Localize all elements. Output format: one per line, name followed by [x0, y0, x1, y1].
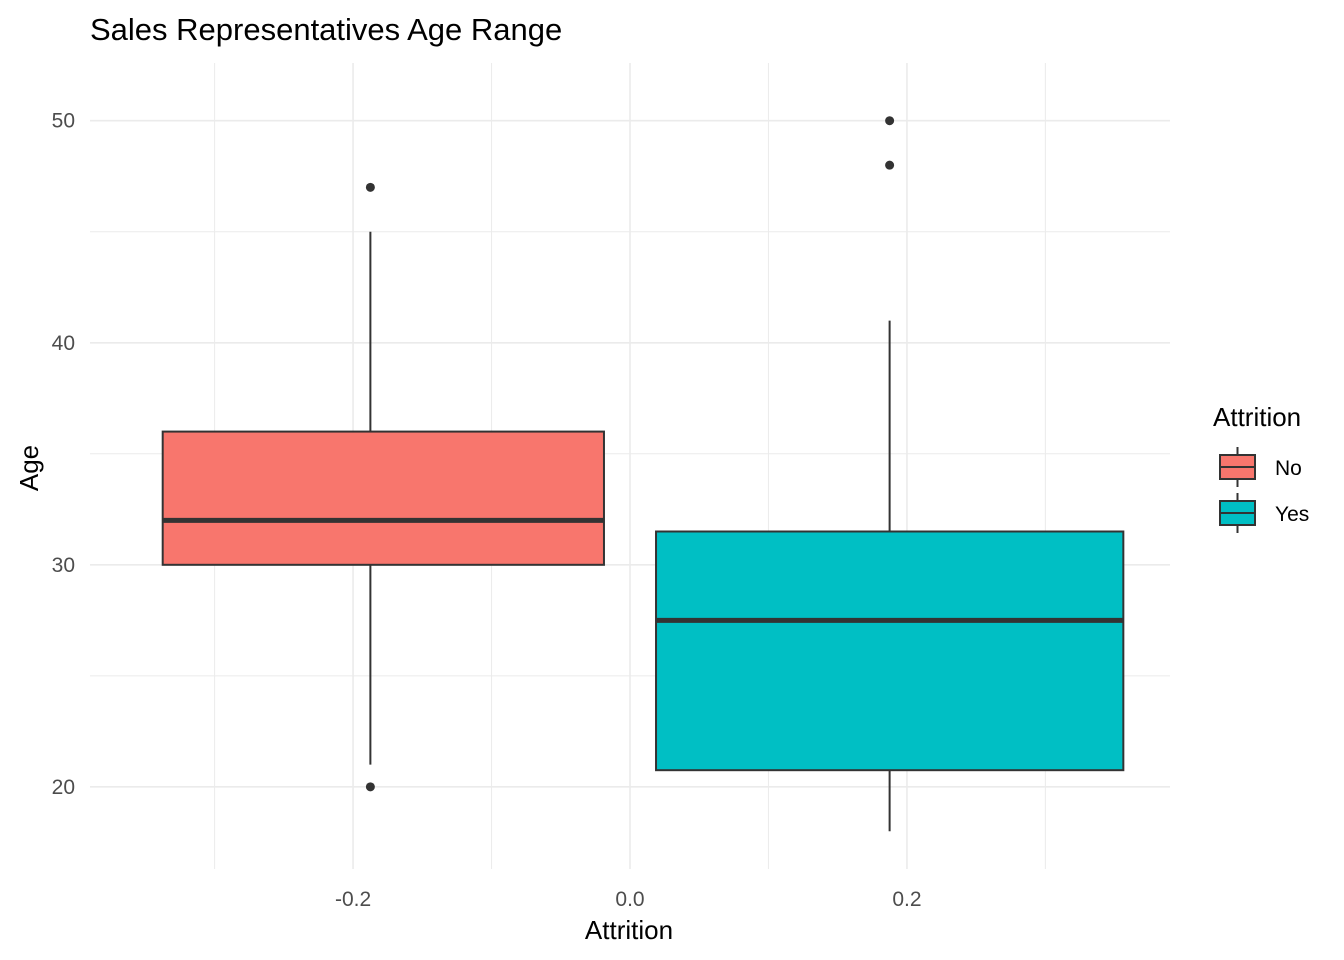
box-iqr: [655, 530, 1125, 772]
y-axis-title: Age: [14, 445, 44, 491]
y-tick-label: 40: [52, 332, 75, 355]
x-axis-ticks: -0.2 0.0 0.2: [335, 888, 922, 911]
y-axis-ticks: 20 30 40 50: [52, 110, 75, 799]
y-tick-label: 30: [52, 554, 75, 577]
legend-item-no: No: [1219, 447, 1302, 487]
x-tick-label: -0.2: [335, 888, 371, 911]
y-tick-label: 20: [52, 776, 75, 799]
chart-title: Sales Representatives Age Range: [90, 12, 562, 47]
y-tick-label: 50: [52, 110, 75, 133]
box-series: [161, 116, 1125, 832]
outlier-point: [365, 782, 375, 792]
legend-title: Attrition: [1213, 402, 1301, 432]
x-tick-label: 0.2: [892, 888, 921, 911]
box-no: [161, 182, 605, 792]
legend-item-yes: Yes: [1219, 493, 1309, 533]
x-axis-title: Attrition: [585, 915, 673, 945]
x-tick-label: 0.0: [615, 888, 644, 911]
box-yes: [655, 116, 1125, 832]
box-iqr: [161, 430, 605, 566]
outlier-point: [885, 116, 895, 126]
legend-label: Yes: [1275, 503, 1309, 526]
outlier-point: [885, 160, 895, 170]
outlier-point: [365, 182, 375, 192]
legend-label: No: [1275, 457, 1302, 480]
legend: Attrition No Yes: [1213, 402, 1309, 533]
